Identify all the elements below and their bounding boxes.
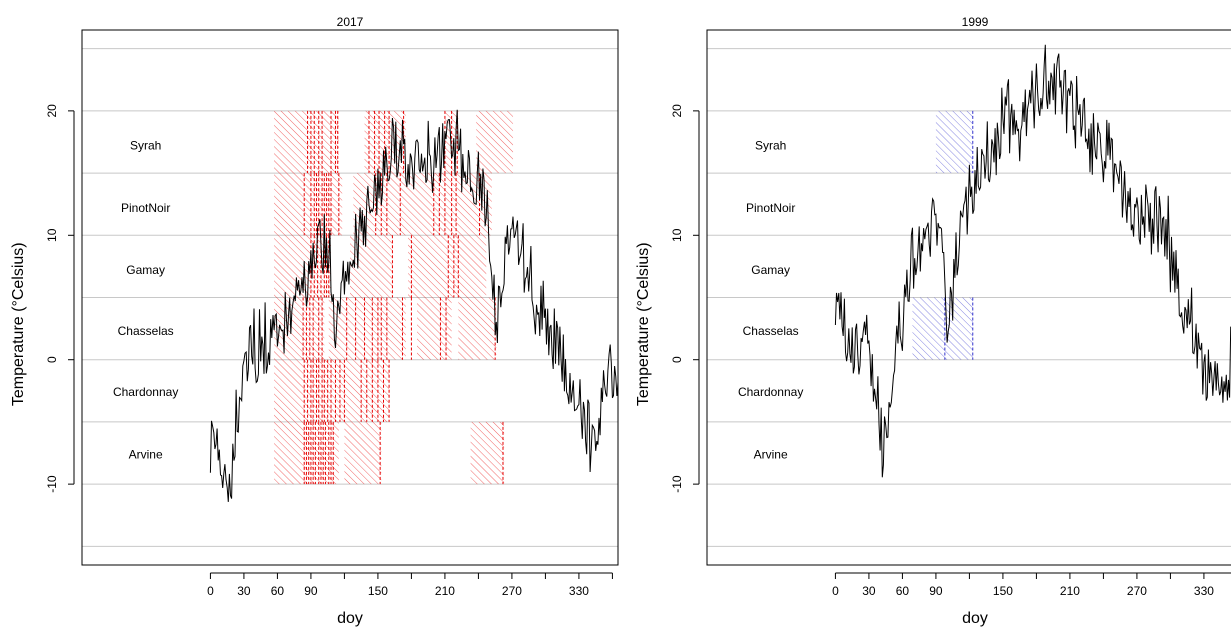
variety-label: PinotNoir <box>746 201 795 215</box>
x-tick-label: 0 <box>207 584 214 598</box>
hatch-range <box>305 359 390 422</box>
y-axis-label: Temperature (°Celsius) <box>10 242 27 406</box>
hatch-range <box>274 173 343 236</box>
variety-label: Gamay <box>751 263 790 277</box>
hatch-range <box>299 297 325 360</box>
hatch-range <box>274 359 306 422</box>
x-tick-label: 270 <box>1127 584 1147 598</box>
x-tick-label: 60 <box>896 584 910 598</box>
hatch-range <box>350 235 393 298</box>
hatch-range <box>935 110 973 174</box>
y-axis-label: Temperature (°Celsius) <box>635 242 652 406</box>
hatch-range <box>308 110 339 174</box>
x-tick-label: 270 <box>502 584 522 598</box>
variety-label: Syrah <box>755 139 786 153</box>
hatch-range <box>328 297 406 360</box>
x-tick-label: 90 <box>929 584 943 598</box>
x-tick-label: 210 <box>1060 584 1080 598</box>
variety-label: Syrah <box>130 139 161 153</box>
variety-label: PinotNoir <box>121 201 170 215</box>
temperature-line <box>834 44 1231 478</box>
y-tick-label: 0 <box>45 356 59 363</box>
panel-1999: Syrah PinotNoir Gamay Chasselas Chardonnay Ar… <box>635 15 1231 627</box>
y-tick-label: 10 <box>670 228 684 242</box>
y-tick-label: -10 <box>670 475 684 493</box>
y-tick-label: 0 <box>670 356 684 363</box>
hatch-range <box>458 297 497 360</box>
y-tick-label: 20 <box>670 104 684 118</box>
variety-label: Chardonnay <box>738 385 803 399</box>
variety-label: Chardonnay <box>113 385 178 399</box>
x-tick-label: 30 <box>862 584 876 598</box>
hatch-range <box>470 421 505 485</box>
x-tick-label: 90 <box>304 584 318 598</box>
x-axis-label: doy <box>337 610 363 627</box>
variety-label: Gamay <box>126 263 165 277</box>
y-tick-label: -10 <box>45 475 59 493</box>
chart-title: 1999 <box>962 15 989 29</box>
x-tick-label: 210 <box>435 584 455 598</box>
y-tick-label: 20 <box>45 104 59 118</box>
plot-frame <box>706 29 1231 566</box>
x-tick-label: 0 <box>832 584 839 598</box>
x-tick-label: 150 <box>993 584 1013 598</box>
plot-frame <box>81 29 619 566</box>
x-tick-label: 60 <box>271 584 285 598</box>
chart-title: 2017 <box>337 15 364 29</box>
variety-label: Chasselas <box>743 324 799 338</box>
hatch-range <box>408 235 487 298</box>
temperature-line <box>209 109 618 502</box>
x-axis-label: doy <box>962 610 988 627</box>
hatch-range <box>274 110 309 174</box>
panel-2017: Syrah PinotNoir Gamay Chasselas Chardonnay Ar… <box>10 15 619 627</box>
hatch-range <box>912 297 945 360</box>
variety-label: Chasselas <box>118 324 174 338</box>
variety-label: Arvine <box>754 447 788 461</box>
hatch-layer <box>274 110 514 485</box>
y-tick-label: 10 <box>45 228 59 242</box>
variety-label: Arvine <box>129 447 163 461</box>
x-tick-label: 330 <box>1194 584 1214 598</box>
x-tick-label: 30 <box>237 584 251 598</box>
hatch-range <box>344 421 382 485</box>
hatch-range <box>476 110 514 174</box>
x-tick-label: 150 <box>368 584 388 598</box>
x-tick-label: 330 <box>569 584 589 598</box>
